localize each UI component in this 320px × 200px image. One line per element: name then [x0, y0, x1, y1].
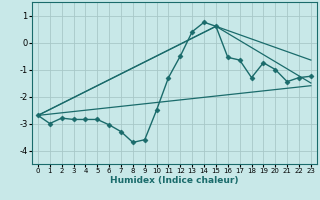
X-axis label: Humidex (Indice chaleur): Humidex (Indice chaleur) — [110, 176, 239, 185]
